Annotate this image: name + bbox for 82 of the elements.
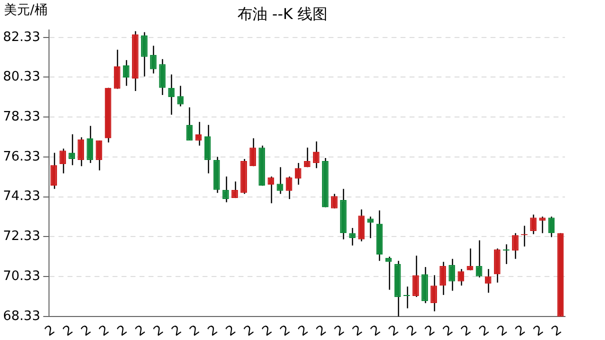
x-tick-label: 2 — [278, 322, 294, 340]
candlestick — [358, 208, 365, 242]
candlestick — [286, 176, 292, 200]
x-tick-label: 2 — [368, 322, 384, 340]
candlestick — [96, 140, 102, 171]
candlestick — [512, 232, 518, 260]
x-tick-label: 2 — [314, 322, 330, 340]
x-tick-label: 2 — [205, 322, 221, 340]
candlestick — [86, 125, 94, 164]
x-tick-label: 2 — [78, 322, 94, 340]
y-tick-label: 78.33 — [3, 109, 40, 124]
y-tick-label: 74.33 — [3, 189, 40, 204]
x-tick-label: 2 — [350, 322, 366, 340]
y-tick-label: 70.33 — [3, 268, 40, 284]
candlestick — [304, 147, 310, 168]
candlestick — [312, 140, 320, 169]
x-tick-label: 2 — [60, 322, 76, 340]
candlestick — [403, 286, 410, 309]
candlestick — [476, 240, 482, 278]
candlestick — [276, 166, 284, 194]
candlestick — [548, 216, 555, 238]
candlestick — [159, 58, 166, 96]
candlestick — [60, 148, 66, 174]
x-tick-label: 2 — [151, 322, 167, 340]
x-tick-label: 2 — [260, 322, 276, 340]
candlestick — [494, 248, 500, 284]
candlestick — [231, 180, 238, 199]
chart-title: 布油 --K 线图 — [237, 4, 328, 23]
candlestick — [186, 106, 193, 142]
x-tick-label: 2 — [133, 322, 148, 340]
x-tick-label: 2 — [422, 322, 438, 340]
y-tick-label: 80.33 — [3, 70, 40, 85]
x-tick-label: 2 — [224, 322, 239, 340]
candlestick — [385, 256, 392, 290]
y-tick-label: 72.33 — [3, 229, 40, 244]
candlestick — [140, 32, 148, 78]
x-tick-label: 2 — [513, 322, 529, 340]
candlestick — [222, 176, 229, 203]
x-tick-label: 2 — [386, 322, 402, 340]
candlestick — [168, 74, 175, 116]
candlestick — [349, 227, 356, 246]
x-tick-label: 2 — [549, 322, 565, 340]
candlestick — [50, 152, 57, 190]
candlestick — [250, 138, 256, 167]
candlestick — [502, 244, 510, 265]
candlestick — [412, 255, 419, 298]
x-tick-label: 2 — [296, 322, 312, 340]
candlestick — [114, 49, 120, 90]
x-tick-label: 2 — [169, 322, 185, 340]
candlestick — [530, 214, 537, 235]
candlestick — [484, 268, 492, 294]
x-tick-label: 2 — [404, 322, 420, 340]
candlestick — [448, 258, 456, 292]
x-tick-label: 2 — [495, 322, 510, 340]
x-tick-label: 2 — [187, 322, 203, 340]
candlestick — [294, 162, 302, 186]
x-tick-label: 2 — [332, 322, 348, 340]
x-tick-label: 2 — [96, 322, 112, 340]
x-tick-label: 2 — [531, 322, 547, 340]
x-tick-label: 2 — [476, 322, 492, 340]
candlestick — [150, 45, 157, 74]
candlestick — [204, 124, 211, 174]
x-tick-label: 2 — [114, 322, 130, 340]
y-tick-label: 82.33 — [3, 30, 40, 45]
candlestick — [177, 85, 184, 107]
candlestick — [430, 274, 438, 312]
candlestick — [466, 248, 474, 271]
x-tick-label: 2 — [458, 322, 474, 340]
y-tick-label: 68.33 — [3, 308, 40, 324]
candlestick — [78, 136, 84, 167]
candlestick — [122, 60, 130, 86]
candlestick — [440, 261, 446, 296]
candlestick — [195, 121, 202, 146]
candlestick — [68, 134, 76, 166]
y-axis-title: 美元/桶 — [4, 2, 48, 18]
x-tick-label: 2 — [42, 322, 58, 340]
candlestick — [458, 268, 464, 286]
candlestick — [330, 193, 338, 210]
y-tick-label: 76.33 — [3, 149, 40, 164]
candlestick — [268, 176, 274, 204]
x-tick-label: 2 — [242, 322, 258, 340]
x-tick-label: 2 — [440, 322, 456, 340]
